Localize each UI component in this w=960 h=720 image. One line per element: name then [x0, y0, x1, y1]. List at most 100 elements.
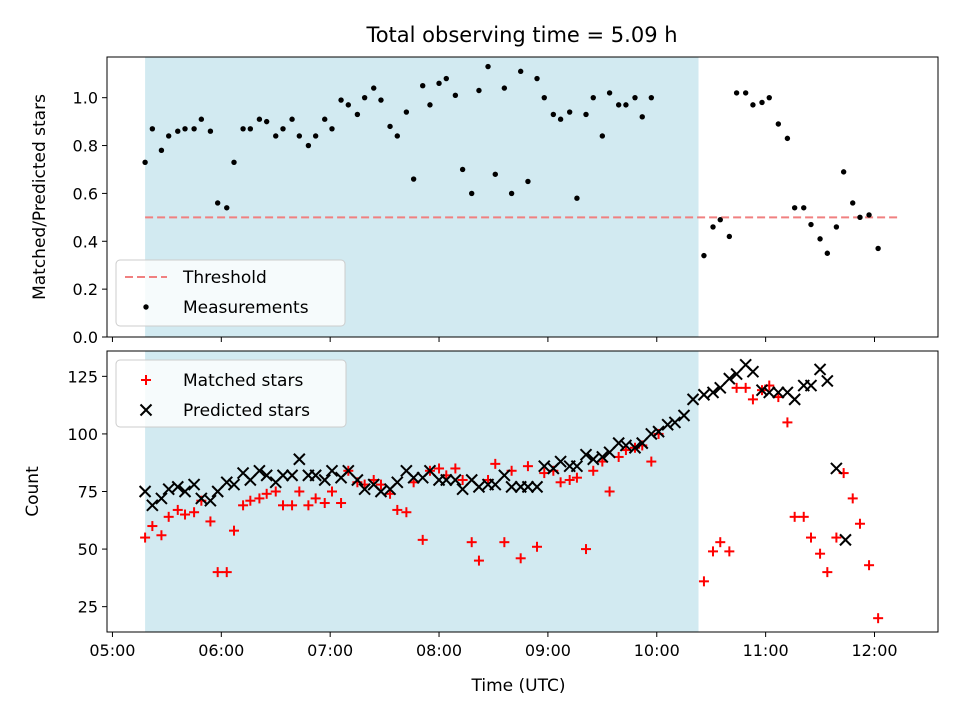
measurement-point: [165, 133, 172, 139]
predicted-star-point: [358, 482, 371, 496]
measurement-point: [750, 102, 756, 108]
predicted-star-point: [554, 455, 567, 468]
measurement-point: [485, 63, 491, 70]
matched-star-point: [782, 417, 793, 428]
matched-star-point: [245, 495, 256, 506]
predicted-marker-b: [318, 473, 331, 487]
measurement-point: [273, 133, 279, 139]
legend-threshold-label: Threshold: [182, 268, 267, 288]
measurement-point: [142, 159, 148, 165]
y-tick-label: 1.0: [73, 89, 98, 108]
measurement-point: [207, 128, 214, 134]
predicted-star-point: [285, 469, 299, 482]
predicted-marker-b: [351, 473, 364, 487]
matched-star-point: [715, 537, 726, 548]
matched-star-point: [229, 525, 240, 536]
y-tick-label: 125: [67, 367, 98, 386]
measurement-point: [590, 94, 596, 101]
predicted-star-point: [612, 436, 625, 450]
predicted-star-point: [227, 478, 241, 491]
legend-box: [115, 359, 347, 428]
matched-star-point: [571, 472, 582, 483]
measurement-point: [371, 85, 377, 91]
y-tick-label: 50: [78, 540, 98, 559]
predicted-marker-b: [440, 473, 453, 487]
matched-star-point: [873, 613, 884, 624]
predicted-marker-b: [839, 533, 852, 547]
y-tick-label: 0.2: [73, 280, 98, 299]
matched-star-point: [212, 567, 223, 578]
measurement-point: [801, 205, 807, 211]
predicted-star-point: [407, 471, 420, 484]
matched-star-point: [163, 511, 174, 522]
measurement-point: [534, 75, 540, 82]
predicted-star-point: [351, 473, 364, 487]
predicted-star-point: [652, 425, 665, 438]
predicted-star-point: [449, 473, 462, 487]
predicted-star-point: [830, 462, 843, 475]
predicted-marker-b: [400, 464, 413, 477]
predicted-marker-b: [677, 409, 691, 422]
measurement-point: [791, 205, 798, 211]
predicted-star-point: [587, 453, 600, 466]
matched-star-point: [189, 507, 200, 518]
matched-star-point: [238, 500, 249, 511]
legend-matched-label: Matched stars: [183, 371, 303, 391]
matched-star-point: [221, 567, 232, 578]
top-axes-frame: [106, 56, 939, 338]
predicted-star-point: [178, 485, 192, 498]
measurement-point: [733, 90, 740, 96]
predicted-star-point: [318, 473, 331, 487]
predicted-star-point: [530, 480, 544, 494]
predicted-marker-b: [739, 358, 752, 372]
measurement-point: [742, 90, 749, 96]
matched-star-point: [310, 493, 321, 504]
measurement-point: [191, 126, 197, 132]
matched-star-point: [466, 537, 477, 548]
predicted-marker-b: [530, 480, 544, 494]
predicted-marker-b: [465, 473, 478, 487]
matched-star-point: [499, 537, 510, 548]
predicted-star-point: [260, 469, 273, 482]
measurement-point: [427, 102, 433, 108]
predicted-marker-b: [772, 386, 785, 399]
measurement-point: [784, 135, 791, 142]
predicted-marker-b: [645, 427, 658, 441]
measurement-point: [329, 126, 335, 132]
matched-star-point: [789, 511, 800, 522]
predicted-star-point: [309, 469, 322, 482]
matched-star-point: [805, 532, 816, 543]
measurement-point: [175, 128, 181, 134]
matched-star-point: [515, 553, 526, 564]
measurement-point: [850, 200, 856, 206]
matched-star-point: [303, 500, 314, 511]
predicted-marker-b: [498, 469, 511, 482]
measurement-point: [256, 116, 263, 122]
measurement-point: [817, 236, 823, 242]
predicted-star-point: [276, 469, 290, 482]
predicted-star-point: [253, 464, 266, 477]
predicted-marker-b: [449, 473, 462, 487]
measurement-point: [459, 166, 466, 173]
matched-star-point: [140, 532, 151, 543]
measurement-point: [875, 245, 881, 252]
top-legend: Threshold Measurements: [115, 259, 346, 327]
predicted-marker-b: [697, 388, 711, 401]
measurement-point: [436, 80, 442, 87]
predicted-marker-b: [781, 386, 794, 399]
measurement-point: [557, 116, 564, 122]
predicted-marker-b: [472, 480, 486, 494]
measurement-point: [824, 250, 831, 256]
y-tick-label: 0.8: [73, 137, 98, 156]
matched-star-point: [326, 486, 337, 497]
predicted-marker-b: [813, 363, 827, 376]
predicted-marker-b: [763, 386, 776, 399]
x-tick-label: 06:00: [198, 641, 244, 660]
matched-star-point: [815, 548, 826, 559]
measurement-point: [240, 126, 246, 132]
y-tick-label: 0.0: [73, 328, 98, 347]
matched-star-point: [287, 500, 298, 511]
matched-star-point: [434, 463, 445, 474]
predicted-marker-b: [171, 480, 184, 494]
matched-star-point: [532, 541, 543, 552]
